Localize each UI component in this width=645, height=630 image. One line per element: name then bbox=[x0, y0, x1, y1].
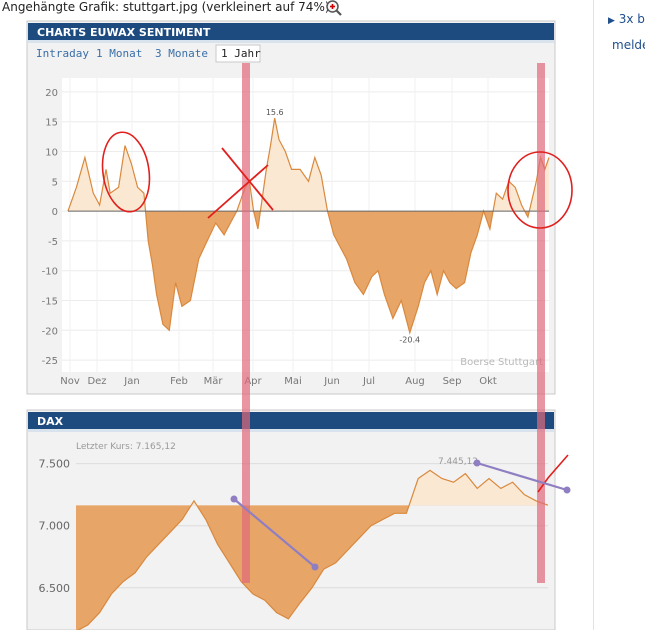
y-tick: 6.500 bbox=[39, 582, 71, 595]
y-tick: 15 bbox=[45, 118, 58, 129]
check-annotation bbox=[537, 454, 569, 493]
sidebar-link-1[interactable]: ▶ 3x be bbox=[608, 12, 645, 26]
x-tick: Jul bbox=[362, 376, 375, 387]
sidebar-link-2-label: melde bbox=[612, 38, 645, 52]
y-tick: 10 bbox=[45, 148, 58, 159]
y-tick: -20 bbox=[42, 326, 58, 337]
trendline-1 bbox=[233, 498, 316, 568]
y-tick: 7.000 bbox=[39, 520, 71, 533]
sentiment-y-axis: 20 15 10 5 0 -5 -10 -15 -20 -25 bbox=[42, 88, 58, 367]
dax-y-axis: 7.500 7.000 6.500 bbox=[39, 458, 71, 595]
tab-intraday[interactable]: Intraday bbox=[36, 47, 89, 60]
dax-header-bar bbox=[28, 412, 554, 429]
circle-annotation-jan bbox=[101, 131, 151, 213]
y-tick: -15 bbox=[42, 296, 58, 307]
caption-text: Angehängte Grafik: stuttgart.jpg (verkle… bbox=[2, 0, 330, 14]
sidebar-link-1-label: 3x be bbox=[618, 12, 645, 26]
x-tick: Nov bbox=[60, 376, 80, 387]
tab-1-jahr-bg bbox=[215, 44, 261, 63]
y-tick: -5 bbox=[48, 237, 58, 248]
x-tick: Jan bbox=[123, 376, 139, 387]
sidebar-divider bbox=[593, 0, 594, 630]
trendline-1-end bbox=[311, 563, 319, 571]
y-tick: 20 bbox=[45, 88, 58, 99]
dax-header: DAX bbox=[37, 415, 64, 428]
annotations bbox=[101, 63, 573, 583]
trendline-2-end bbox=[563, 486, 571, 494]
trendline-2 bbox=[476, 461, 568, 492]
x-tick: Mai bbox=[284, 376, 302, 387]
sentiment-line bbox=[67, 117, 550, 335]
y-tick: 0 bbox=[52, 207, 58, 218]
trendline-2-start bbox=[473, 459, 481, 467]
x-tick: Apr bbox=[244, 376, 262, 387]
cross-line-2 bbox=[207, 164, 269, 219]
dax-high-label: 7.445,12 bbox=[438, 457, 478, 467]
x-tick: Jun bbox=[323, 376, 340, 387]
watermark: Boerse Stuttgart bbox=[460, 357, 543, 368]
tab-3-monate[interactable]: 3 Monate bbox=[155, 47, 208, 60]
y-tick: 5 bbox=[52, 177, 58, 188]
low-label: -20.4 bbox=[399, 336, 420, 345]
trendline-1-start bbox=[230, 495, 238, 503]
y-tick: -25 bbox=[42, 356, 58, 367]
circle-annotation-okt bbox=[507, 151, 573, 229]
x-tick: Feb bbox=[170, 376, 188, 387]
cross-line-1 bbox=[221, 147, 274, 211]
attachment-caption: Angehängte Grafik: stuttgart.jpg (verkle… bbox=[2, 0, 330, 14]
x-tick: Okt bbox=[479, 376, 497, 387]
x-tick: Mär bbox=[204, 376, 224, 387]
dax-line bbox=[76, 469, 549, 630]
sentiment-tabs: Intraday 1 Monat 3 Monate 1 Jahr bbox=[36, 44, 261, 63]
sentiment-area-negative bbox=[145, 211, 530, 333]
sentiment-area-positive bbox=[68, 118, 549, 212]
y-tick: 7.500 bbox=[39, 458, 71, 471]
header-underline bbox=[28, 40, 554, 43]
vertical-marker-apr bbox=[242, 63, 250, 583]
vertical-marker-okt bbox=[537, 63, 545, 583]
sentiment-series bbox=[67, 117, 550, 335]
arrow-right-icon: ▶ bbox=[608, 16, 615, 26]
tab-1-monat[interactable]: 1 Monat bbox=[96, 47, 142, 60]
dax-last-price: Letzter Kurs: 7.165,12 bbox=[76, 442, 176, 452]
x-tick: Sep bbox=[443, 376, 462, 387]
sentiment-x-axis: Nov Dez Jan Feb Mär Apr Mai Jun Jul Aug … bbox=[60, 376, 497, 387]
x-tick: Dez bbox=[87, 376, 106, 387]
x-tick: Aug bbox=[405, 376, 425, 387]
zoom-icon[interactable] bbox=[325, 0, 343, 17]
sentiment-header-bar bbox=[28, 23, 554, 40]
tab-1-jahr[interactable]: 1 Jahr bbox=[221, 47, 261, 60]
y-tick: -10 bbox=[42, 267, 58, 278]
sentiment-header: CHARTS EUWAX SENTIMENT bbox=[37, 26, 211, 39]
sidebar-link-2[interactable]: melde bbox=[612, 38, 645, 52]
peak-label: 15.6 bbox=[266, 108, 284, 117]
dax-header-underline bbox=[28, 429, 554, 432]
